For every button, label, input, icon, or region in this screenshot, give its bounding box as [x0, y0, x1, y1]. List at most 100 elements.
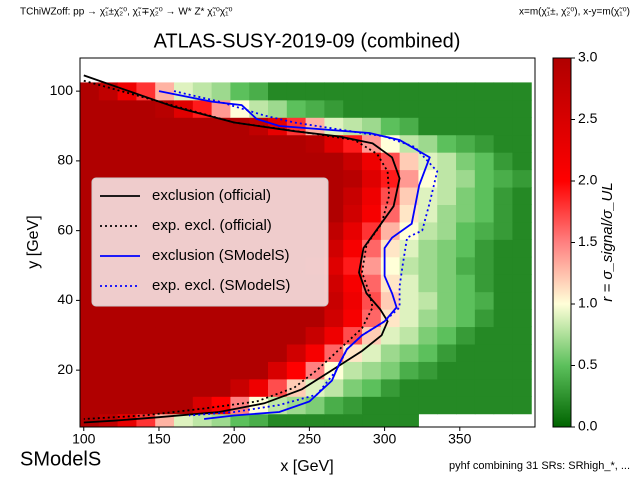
heatmap-cell	[456, 169, 476, 188]
heatmap-cell	[211, 99, 231, 118]
heatmap-cell	[437, 152, 457, 171]
heatmap-cell	[249, 326, 269, 345]
heatmap-cell	[192, 134, 213, 153]
heatmap-cell	[437, 187, 457, 205]
heatmap-cell	[343, 82, 363, 101]
heatmap-cell	[117, 343, 137, 362]
heatmap-cell	[305, 134, 325, 153]
heatmap-cell	[117, 117, 137, 136]
heatmap-cell	[80, 361, 100, 380]
heatmap-cell	[474, 204, 495, 223]
heatmap-cell	[418, 117, 438, 136]
heatmap-cell	[324, 134, 344, 153]
x-axis-label: x [GeV]	[280, 458, 333, 475]
heatmap-cell	[380, 221, 401, 240]
heatmap-cell	[474, 239, 495, 258]
heatmap-cell	[493, 169, 513, 188]
heatmap-cell	[117, 309, 137, 328]
colorbar-tick-label: 1.0	[578, 295, 598, 311]
heatmap-cell	[174, 117, 194, 136]
x-tick-label: 350	[448, 431, 472, 447]
heatmap-cell	[174, 152, 194, 171]
heatmap-cell	[474, 396, 495, 415]
heatmap-cell	[418, 82, 438, 101]
heatmap-cell	[268, 413, 288, 427]
heatmap-cell	[456, 343, 476, 362]
heatmap-cell	[456, 291, 476, 310]
legend-box	[91, 177, 329, 307]
heatmap-cell	[456, 99, 476, 118]
heatmap-cell	[98, 99, 119, 118]
heatmap-cell	[512, 99, 532, 118]
heatmap-cell	[286, 343, 307, 362]
heatmap-cell	[399, 82, 419, 101]
heatmap-cell	[437, 239, 457, 258]
heatmap-cell	[136, 134, 156, 153]
heatmap-cell	[230, 309, 250, 328]
heatmap-cell	[343, 378, 363, 397]
heatmap-cell	[305, 396, 325, 415]
heatmap-cell	[268, 343, 288, 362]
contour-line	[158, 90, 431, 420]
heatmap-cell	[136, 361, 156, 380]
heatmap-cell	[399, 378, 419, 397]
heatmap-cell	[98, 82, 119, 101]
heatmap-cell	[174, 361, 194, 380]
heatmap-cell	[155, 117, 175, 136]
heatmap-cell	[380, 413, 401, 427]
heatmap-cell	[98, 326, 119, 345]
heatmap-cell	[192, 152, 213, 171]
heatmap-cell	[437, 309, 457, 328]
heatmap-cell	[399, 309, 419, 328]
heatmap-cell	[456, 187, 476, 205]
heatmap-cell	[437, 221, 457, 240]
logo: SModelS	[20, 448, 101, 470]
heatmap-cell	[437, 274, 457, 293]
heatmap-cell	[362, 239, 382, 258]
heatmap-cell	[192, 378, 213, 397]
heatmap-cell	[418, 134, 438, 153]
heatmap-cell	[249, 152, 269, 171]
heatmap-cell	[380, 99, 401, 118]
heatmap-cell	[324, 378, 344, 397]
heatmap-cell	[211, 343, 231, 362]
heatmap-cell	[305, 309, 325, 328]
heatmap-cell	[362, 221, 382, 240]
contour-line	[173, 90, 439, 417]
heatmap-cell	[230, 326, 250, 345]
heatmap-cell	[136, 152, 156, 171]
heatmap-cell	[98, 361, 119, 380]
heatmap-cell	[249, 82, 269, 101]
heatmap-cell	[192, 82, 213, 101]
heatmap-cell	[155, 378, 175, 397]
heatmap-cell	[456, 378, 476, 397]
heatmap-cell	[493, 82, 513, 101]
heatmap-cell	[268, 99, 288, 118]
heatmap-cell	[324, 204, 344, 223]
heatmap-cell	[493, 291, 513, 310]
heatmap-cell	[343, 99, 363, 118]
heatmap-cell	[493, 256, 513, 275]
heatmap-cell	[474, 309, 495, 328]
heatmap-cell	[155, 343, 175, 362]
heatmap-cell	[437, 204, 457, 223]
heatmap-cell	[324, 291, 344, 310]
heatmap-cell	[305, 413, 325, 427]
heatmap-cell	[399, 291, 419, 310]
heatmap-cell	[362, 169, 382, 188]
heatmap-cell	[437, 361, 457, 380]
heatmap-cell	[343, 204, 363, 223]
colorbar-tick-label: 1.5	[578, 233, 598, 249]
heatmap-cell	[155, 361, 175, 380]
heatmap-cell	[362, 343, 382, 362]
heatmap-cell	[136, 396, 156, 415]
heatmap-cell	[305, 152, 325, 171]
heatmap-cell	[117, 152, 137, 171]
heatmap-cell	[456, 274, 476, 293]
heatmap-cell	[437, 169, 457, 188]
heatmap-cell	[362, 274, 382, 293]
heatmap-cell	[474, 221, 495, 240]
heatmap-cell	[418, 239, 438, 258]
heatmap-cell	[512, 291, 532, 310]
heatmap-cell	[493, 152, 513, 171]
